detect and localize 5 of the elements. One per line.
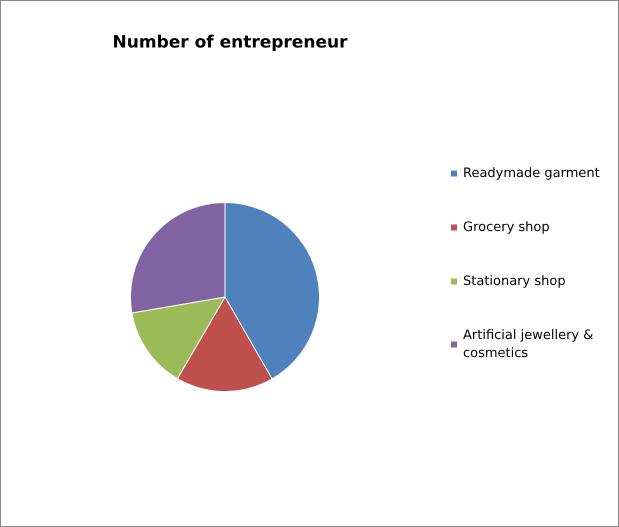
chart-title: Number of entrepreneur	[112, 32, 348, 52]
legend-label: Stationary shop	[463, 274, 566, 289]
legend-label: Grocery shop	[463, 220, 550, 235]
legend-label: Readymade garment	[463, 166, 600, 181]
legend-label: Artificial jewellery & cosmetics	[463, 328, 598, 361]
